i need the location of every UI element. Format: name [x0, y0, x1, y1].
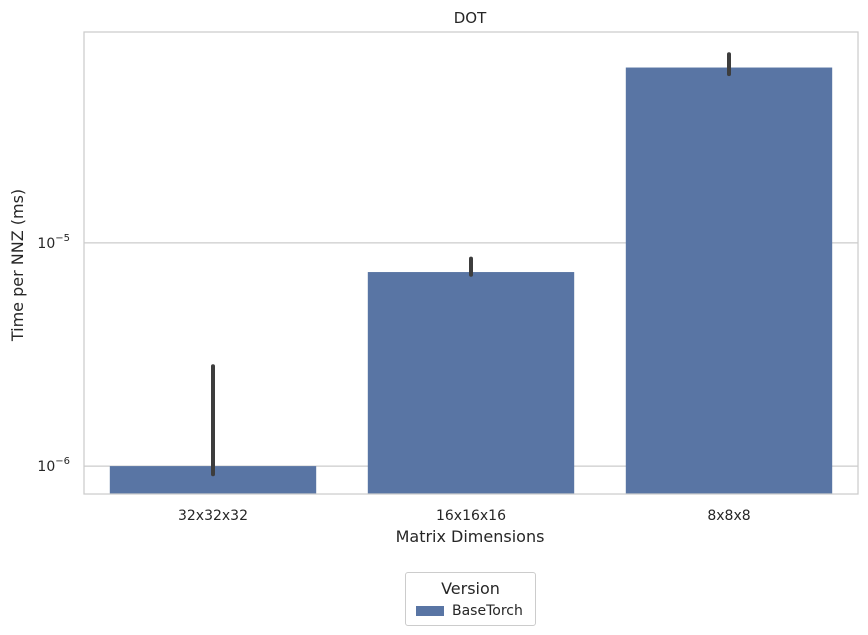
- y-tick-labels: 10−6 10−5: [37, 233, 70, 475]
- x-axis-label: Matrix Dimensions: [396, 527, 545, 546]
- y-tick-label-1: 10−5: [37, 233, 70, 252]
- bars: [109, 67, 833, 494]
- y-tick-label-0: 10−6: [37, 456, 70, 475]
- chart-title: DOT: [454, 9, 487, 27]
- error-bars: [211, 52, 731, 477]
- x-tick-label-8x8x8: 8x8x8: [707, 508, 750, 524]
- bar-16x16x16: [367, 272, 575, 494]
- legend-swatch: [416, 606, 444, 616]
- x-tick-labels: 32x32x32 16x16x16 8x8x8: [178, 508, 751, 524]
- legend: Version BaseTorch: [405, 572, 536, 626]
- x-tick-label-32x32x32: 32x32x32: [178, 508, 248, 524]
- x-tick-label-16x16x16: 16x16x16: [436, 508, 506, 524]
- y-axis-label: Time per NNZ (ms): [8, 189, 27, 342]
- legend-item: BaseTorch: [416, 603, 523, 619]
- plot-frame: [83, 31, 859, 495]
- legend-title: Version: [441, 579, 500, 598]
- legend-label: BaseTorch: [452, 603, 523, 619]
- bar-8x8x8: [625, 67, 833, 494]
